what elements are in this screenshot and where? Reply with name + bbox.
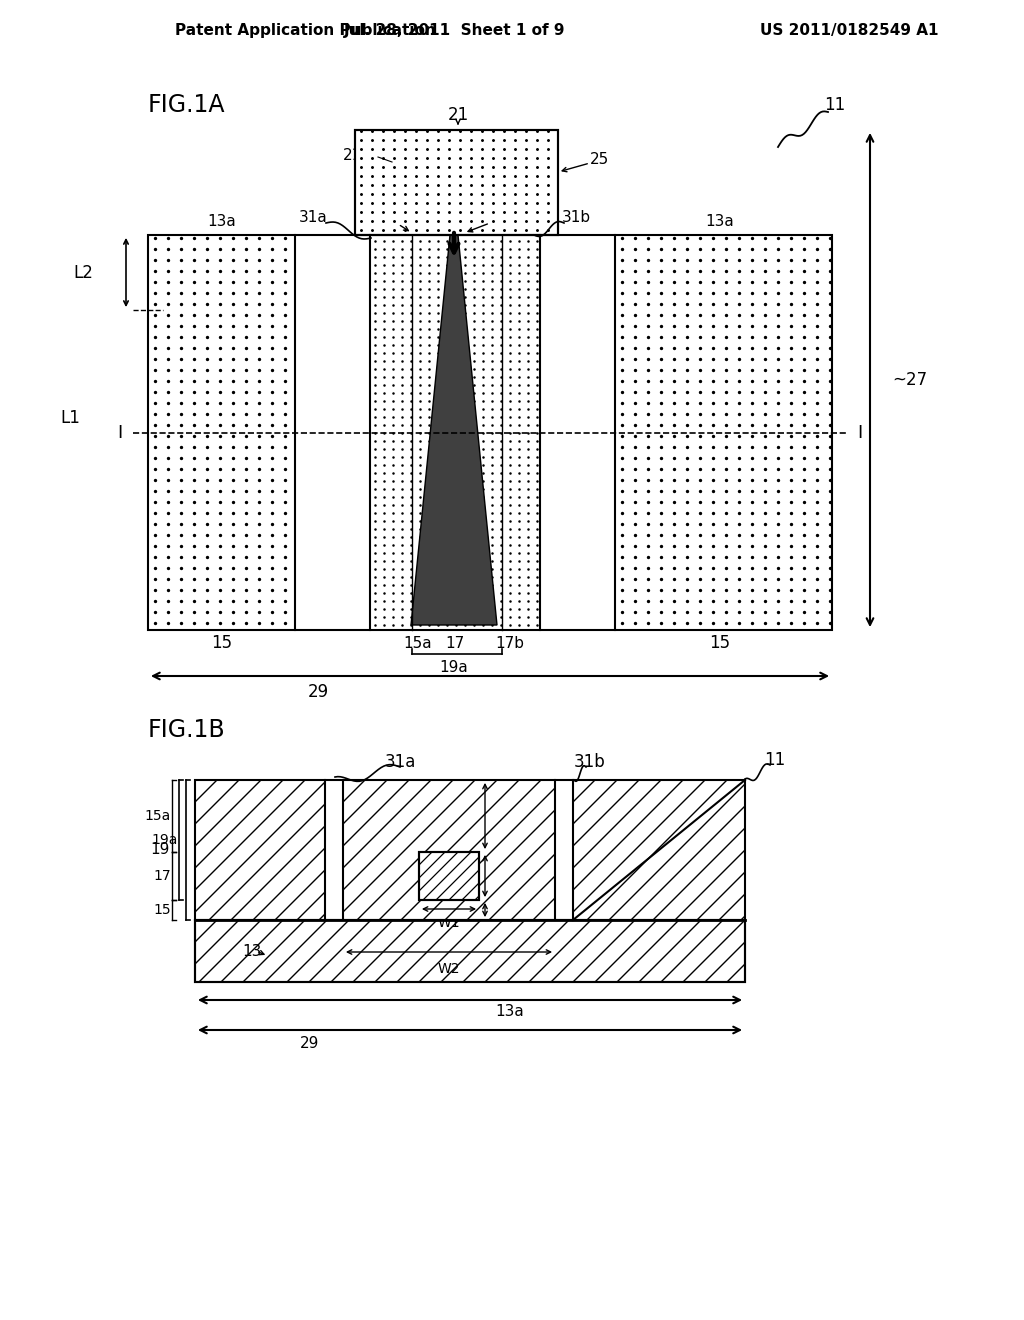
Text: 13a: 13a <box>208 214 237 230</box>
Bar <box>195 780 745 920</box>
Text: T2: T2 <box>507 903 524 917</box>
Text: 13a: 13a <box>706 214 734 230</box>
Bar <box>195 920 745 982</box>
Text: T1: T1 <box>507 869 524 883</box>
Text: Jul. 28, 2011  Sheet 1 of 9: Jul. 28, 2011 Sheet 1 of 9 <box>344 22 565 37</box>
Text: 29: 29 <box>300 1036 319 1052</box>
Text: 11: 11 <box>764 751 785 770</box>
Polygon shape <box>411 235 497 624</box>
Text: 19a: 19a <box>439 660 468 675</box>
Bar <box>343 780 555 920</box>
Text: 31a: 31a <box>299 210 328 226</box>
Text: I: I <box>857 424 862 442</box>
Text: 15: 15 <box>710 634 730 652</box>
Bar <box>148 235 831 630</box>
Text: FIG.1B: FIG.1B <box>148 718 225 742</box>
Text: 15a: 15a <box>144 809 171 822</box>
Text: W2: W2 <box>437 962 460 975</box>
Text: L2: L2 <box>73 264 93 282</box>
Text: W1: W1 <box>437 916 461 931</box>
Bar <box>195 780 745 920</box>
Bar <box>370 235 540 630</box>
Text: 19a: 19a <box>152 833 178 847</box>
Text: 25: 25 <box>590 153 609 168</box>
Text: T3: T3 <box>507 809 524 822</box>
Bar <box>419 851 479 900</box>
Bar <box>148 235 831 630</box>
Bar <box>615 235 831 630</box>
Bar <box>540 235 615 630</box>
Text: ~27: ~27 <box>892 371 927 389</box>
Text: 21a: 21a <box>343 148 372 162</box>
Text: 17a: 17a <box>492 211 520 227</box>
Bar <box>555 780 573 920</box>
Bar <box>148 235 295 630</box>
Text: 11: 11 <box>824 96 846 114</box>
Text: 21: 21 <box>447 106 469 124</box>
Text: L1: L1 <box>60 409 80 426</box>
Text: 15a: 15a <box>403 635 432 651</box>
Text: 17b: 17b <box>496 635 524 651</box>
Text: 13: 13 <box>242 944 261 958</box>
Text: Patent Application Publication: Patent Application Publication <box>175 22 436 37</box>
Bar <box>355 129 558 235</box>
Text: 31b: 31b <box>562 210 591 226</box>
Bar <box>195 780 325 920</box>
Text: 13a: 13a <box>496 1005 524 1019</box>
Bar <box>325 780 343 920</box>
Text: US 2011/0182549 A1: US 2011/0182549 A1 <box>760 22 939 37</box>
Text: 29: 29 <box>307 682 329 701</box>
Bar <box>419 851 479 900</box>
Text: 19: 19 <box>151 842 170 858</box>
Text: 17: 17 <box>445 635 465 651</box>
Text: 23: 23 <box>378 213 397 227</box>
Bar <box>195 920 745 982</box>
Text: 31a: 31a <box>384 752 416 771</box>
Text: FIG.1A: FIG.1A <box>148 92 225 117</box>
Text: 17: 17 <box>154 869 171 883</box>
Text: 15: 15 <box>211 634 232 652</box>
Text: 15: 15 <box>154 903 171 917</box>
Bar <box>355 129 558 235</box>
Bar <box>573 780 745 920</box>
Bar <box>295 235 370 630</box>
Text: I: I <box>118 424 123 442</box>
Text: 31b: 31b <box>574 752 606 771</box>
